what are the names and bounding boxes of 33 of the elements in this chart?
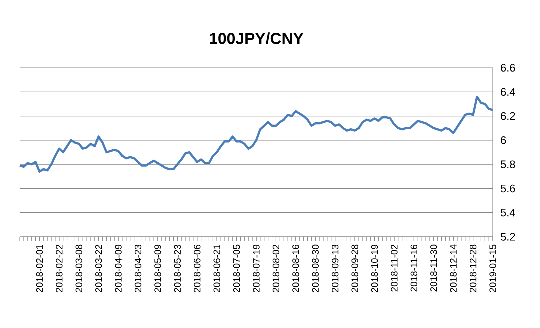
x-tick-label: 2018-08-16 xyxy=(292,244,300,292)
x-tick-label: 2018-12-14 xyxy=(450,244,457,292)
x-tick-label: 2018-05-23 xyxy=(174,244,182,292)
y-tick-label: 5.6 xyxy=(500,184,516,193)
x-tick-label: 2018-07-05 xyxy=(233,244,240,292)
x-tick-label: 2018-08-30 xyxy=(312,244,319,292)
y-tick-label: 6.2 xyxy=(501,112,516,120)
x-tick-label: 2018-07-19 xyxy=(253,244,260,292)
x-tick-label: 2018-11-16 xyxy=(410,244,418,292)
x-tick-label: 2018-12-28 xyxy=(470,244,477,292)
x-tick-label: 2018-03-08 xyxy=(76,244,82,292)
y-tick-label: 5.8 xyxy=(500,160,516,168)
y-tick-label: 6.4 xyxy=(501,88,516,96)
x-tick-label: 2018-05-09 xyxy=(154,244,162,292)
y-tick-label: 6 xyxy=(501,136,506,144)
x-tick-label: 2018-02-01 xyxy=(36,245,44,292)
y-tick-label: 5.4 xyxy=(500,209,516,217)
x-tick-label: 2018-09-13 xyxy=(332,244,339,292)
y-tick-label: 6.6 xyxy=(501,64,516,72)
x-tick-label: 2018-06-21 xyxy=(214,245,220,292)
y-tick-label: 5.2 xyxy=(500,233,516,241)
x-tick-label: 2018-04-23 xyxy=(134,244,142,292)
x-tick-label: 2018-08-02 xyxy=(272,245,280,292)
x-tick-label: 2018-10-19 xyxy=(371,244,378,292)
x-tick-label: 2018-09-28 xyxy=(352,244,358,292)
x-tick-label: 2018-06-06 xyxy=(194,244,201,292)
x-tick-label: 2018-11-02 xyxy=(391,244,398,292)
x-tick-label: 2018-03-22 xyxy=(95,245,102,292)
x-tick-label: 2018-04-09 xyxy=(115,244,122,292)
chart-title: 100JPY/CNY xyxy=(210,32,304,44)
x-tick-label: 2018-02-22 xyxy=(56,245,63,292)
x-tick-label: 2019-01-15 xyxy=(490,244,496,292)
x-tick-label: 2018-11-30 xyxy=(430,244,438,292)
